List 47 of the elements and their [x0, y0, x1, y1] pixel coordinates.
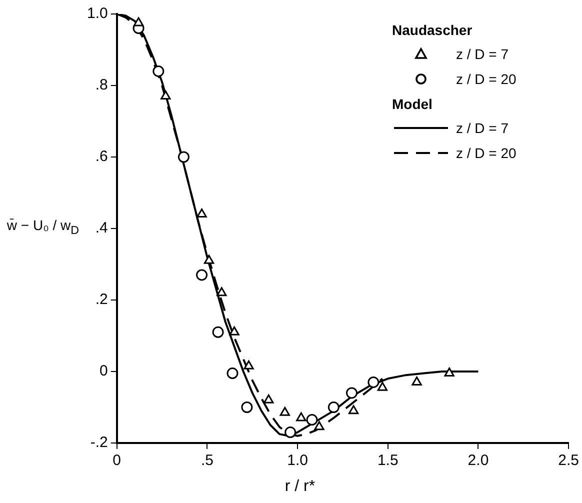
y-tick-label: -.2: [90, 434, 108, 452]
point: [348, 405, 359, 414]
legend-label: z / D = 20: [456, 145, 516, 161]
x-tick-label: 0: [112, 452, 122, 470]
point: [314, 421, 324, 430]
point: [377, 382, 388, 391]
point: [284, 426, 296, 438]
point: [264, 394, 274, 404]
y-tick-label: .2: [95, 291, 108, 308]
point: [133, 17, 144, 26]
point: [196, 269, 208, 281]
x-tick-label: 2.5: [558, 452, 580, 470]
point: [412, 376, 422, 386]
legend-label: z / D = 20: [456, 71, 516, 87]
x-tick-label: 1.0: [287, 452, 308, 470]
point: [229, 326, 240, 336]
annotation: Model: [392, 96, 434, 112]
point: [368, 376, 380, 388]
point: [346, 387, 358, 399]
y-axis-title: w̄ − U₀ / w$_{D}$: [6, 216, 80, 239]
x-axis-title: r / r*: [284, 478, 316, 496]
y-tick-label: .6: [95, 148, 108, 166]
point: [212, 326, 224, 338]
legend-label: z / D = 7: [456, 120, 509, 136]
y-tick-label: .4: [95, 220, 108, 237]
x-tick-label: 1.5: [377, 452, 398, 470]
point: [328, 402, 340, 413]
point: [160, 90, 171, 100]
point: [196, 208, 207, 218]
point: [152, 65, 164, 77]
point: [204, 254, 214, 264]
point: [306, 414, 318, 426]
point: [226, 368, 238, 380]
point: [444, 368, 454, 377]
y-tick-label: 0: [100, 362, 108, 380]
y-tick-label: 1.0: [86, 5, 108, 22]
point: [296, 412, 306, 422]
y-tick-label: .8: [95, 76, 108, 94]
point: [178, 151, 190, 163]
point: [216, 287, 227, 296]
point: [244, 360, 254, 370]
point: [241, 402, 253, 413]
annotation: Naudascher: [392, 22, 474, 38]
x-tick-label: .5: [200, 452, 214, 470]
point: [280, 406, 290, 416]
x-tick-label: 2.0: [468, 452, 489, 470]
legend-label: z / D = 7: [456, 46, 509, 62]
